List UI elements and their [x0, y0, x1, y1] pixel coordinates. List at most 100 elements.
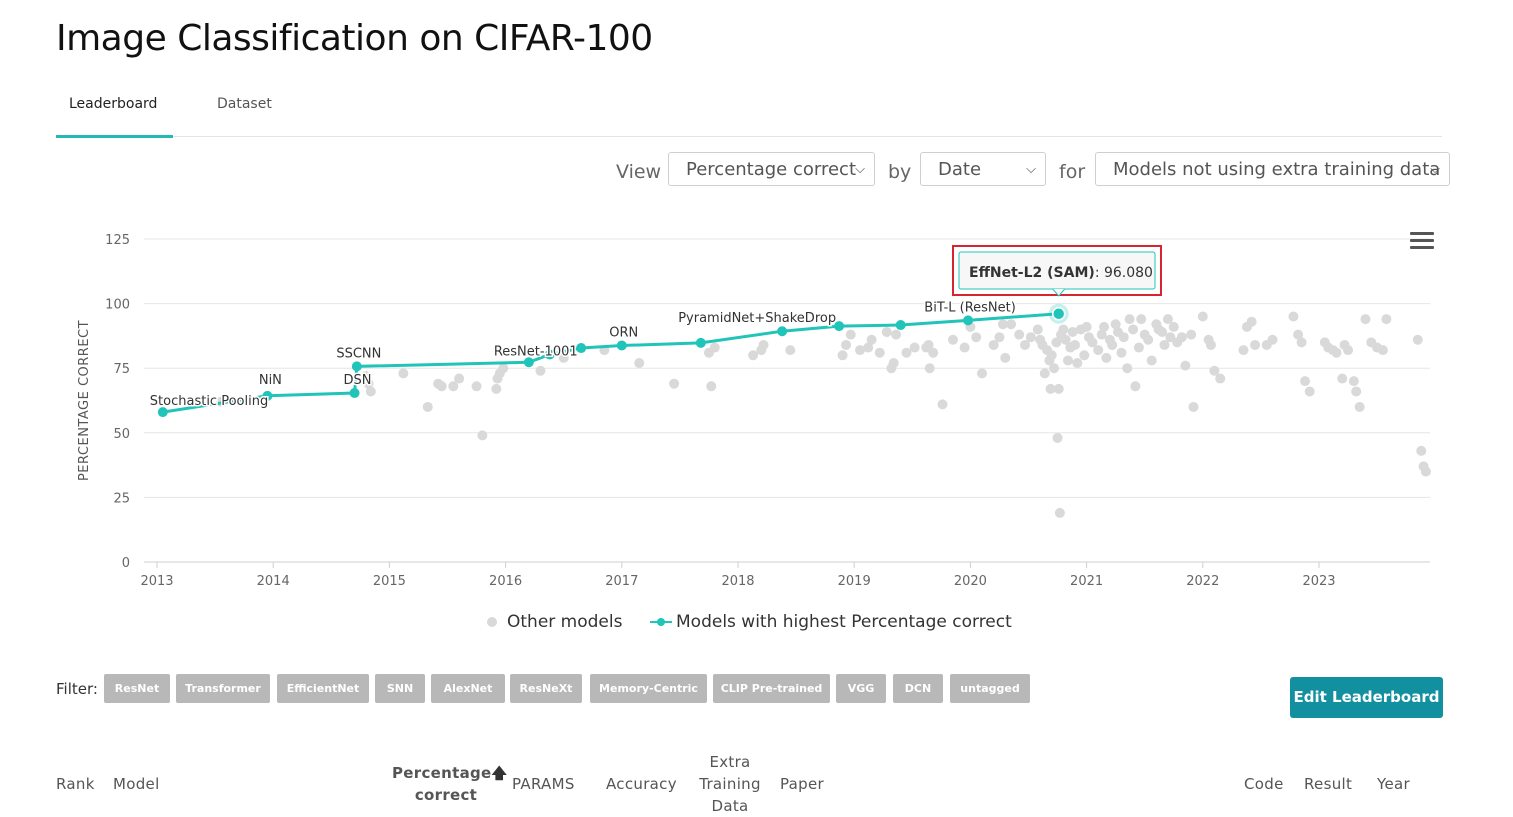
metric-select[interactable]: Percentage correct ⌵ [668, 152, 875, 186]
x-tick-label: 2014 [257, 574, 290, 589]
header-extra-training-data[interactable]: Extra Training Data [694, 751, 766, 817]
other-model-point [1136, 314, 1147, 325]
other-model-point [977, 368, 988, 379]
other-model-point [1159, 339, 1170, 350]
best-model-point [963, 315, 974, 326]
edit-leaderboard-button[interactable]: Edit Leaderboard [1290, 677, 1443, 718]
other-model-point [881, 327, 892, 338]
y-tick-label: 125 [105, 233, 130, 248]
best-model-label: DSN [344, 373, 372, 388]
other-model-point [923, 339, 934, 350]
header-paper[interactable]: Paper [780, 775, 824, 793]
other-model-point [1250, 339, 1261, 350]
other-model-point [1060, 334, 1071, 345]
x-tick-label: 2016 [489, 574, 522, 589]
header-result[interactable]: Result [1304, 775, 1353, 793]
legend-other-label: Other models [507, 612, 623, 632]
header-params[interactable]: PARAMS [512, 775, 575, 793]
other-model-point [1377, 345, 1388, 356]
chevron-down-icon: ⌵ [855, 162, 865, 177]
other-model-point [1300, 376, 1311, 387]
other-model-point [1304, 386, 1315, 397]
filter-tag-snn[interactable]: SNN [375, 674, 425, 703]
other-model-point [1020, 339, 1031, 350]
other-model-point [1122, 363, 1133, 374]
filter-tag-vgg[interactable]: VGG [836, 674, 886, 703]
other-model-point [1165, 332, 1176, 343]
filter-tag-efficientnet[interactable]: EfficientNet [277, 674, 369, 703]
filter-tag-resnet[interactable]: ResNet [104, 674, 170, 703]
filter-tag-transformer[interactable]: Transformer [176, 674, 270, 703]
other-model-point [1032, 324, 1043, 335]
legend-other-models[interactable]: Other models [487, 612, 622, 632]
other-model-point [1197, 311, 1208, 322]
y-tick-label: 100 [105, 298, 130, 313]
legend-best-label: Models with highest Percentage correct [676, 612, 1012, 632]
best-model-label: ORN [609, 325, 638, 340]
metric-select-value: Percentage correct [686, 159, 857, 180]
other-model-point [1063, 355, 1074, 366]
filter-tag-resnext[interactable]: ResNeXt [510, 674, 582, 703]
tab-leaderboard[interactable]: Leaderboard [69, 96, 158, 112]
other-model-point [758, 339, 769, 350]
other-model-point [361, 370, 372, 381]
best-model-point [777, 326, 788, 337]
x-tick-label: 2013 [140, 574, 173, 589]
header-percentage-correct[interactable]: Percentage🡅 correct [392, 762, 507, 806]
other-model-point [988, 339, 999, 350]
other-model-point [1168, 321, 1179, 332]
header-rank[interactable]: Rank [56, 775, 95, 793]
other-model-point [1054, 507, 1065, 518]
other-model-point [891, 329, 902, 340]
other-model-point [837, 350, 848, 361]
y-tick-label: 0 [122, 556, 130, 571]
tab-dataset[interactable]: Dataset [217, 96, 272, 112]
other-model-point [874, 347, 885, 358]
other-model-point [1110, 319, 1121, 330]
other-model-point [748, 350, 759, 361]
other-model-point [1143, 334, 1154, 345]
header-accuracy[interactable]: Accuracy [606, 775, 677, 793]
filter-tag-dcn[interactable]: DCN [893, 674, 943, 703]
other-model-point [1014, 329, 1025, 340]
header-year[interactable]: Year [1377, 775, 1410, 793]
other-model-point [1180, 360, 1191, 371]
other-model-point [1420, 466, 1431, 477]
filter-tag-untagged[interactable]: untagged [950, 674, 1030, 703]
y-tick-label: 50 [113, 427, 130, 442]
best-model-label: NiN [259, 373, 282, 388]
other-model-point [845, 329, 856, 340]
header-code[interactable]: Code [1244, 775, 1284, 793]
filter-row: Filter: ResNet Transformer EfficientNet … [56, 674, 1456, 706]
other-model-point [1296, 337, 1307, 348]
order-select[interactable]: Date ⌵ [920, 152, 1046, 186]
subset-select[interactable]: Models not using extra training data ⌵ [1095, 152, 1450, 186]
best-model-point [157, 407, 168, 418]
x-tick-label: 2015 [373, 574, 406, 589]
other-model-point [866, 334, 877, 345]
other-model-point [1157, 327, 1168, 338]
other-model-point [947, 334, 958, 345]
legend-best-models[interactable]: Models with highest Percentage correct [650, 612, 1012, 632]
filter-tag-alexnet[interactable]: AlexNet [431, 674, 505, 703]
other-model-point [1293, 329, 1304, 340]
best-model-point [351, 361, 362, 372]
chart-menu-icon[interactable] [1410, 232, 1434, 250]
other-model-point [1053, 383, 1064, 394]
other-model-point [363, 378, 374, 389]
other-model-point [448, 381, 459, 392]
other-model-point [1351, 386, 1362, 397]
other-model-point [1045, 383, 1056, 394]
header-model[interactable]: Model [113, 775, 160, 793]
other-model-point [669, 378, 680, 389]
x-tick-label: 2017 [605, 574, 638, 589]
other-model-point [498, 363, 509, 374]
filter-tag-clip-pre-trained[interactable]: CLIP Pre-trained [713, 674, 830, 703]
other-model-point [535, 365, 546, 376]
page-title: Image Classification on CIFAR-100 [56, 18, 653, 59]
filter-tag-memory-centric[interactable]: Memory-Centric [590, 674, 707, 703]
x-tick-label: 2019 [838, 574, 871, 589]
tooltip-text: EffNet-L2 (SAM): 96.080 [969, 265, 1153, 281]
other-model-point [909, 342, 920, 353]
order-select-value: Date [938, 159, 982, 180]
